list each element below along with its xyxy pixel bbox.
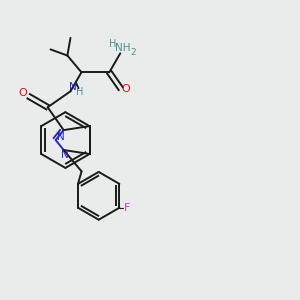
- Text: O: O: [121, 84, 130, 94]
- Text: H: H: [76, 87, 83, 97]
- Text: NH: NH: [115, 44, 130, 53]
- Text: O: O: [18, 88, 27, 98]
- Text: H: H: [109, 39, 116, 50]
- Text: N: N: [69, 82, 76, 92]
- Text: N: N: [61, 150, 68, 160]
- Text: F: F: [124, 203, 130, 213]
- Text: 2: 2: [130, 48, 136, 57]
- Text: N: N: [57, 132, 64, 142]
